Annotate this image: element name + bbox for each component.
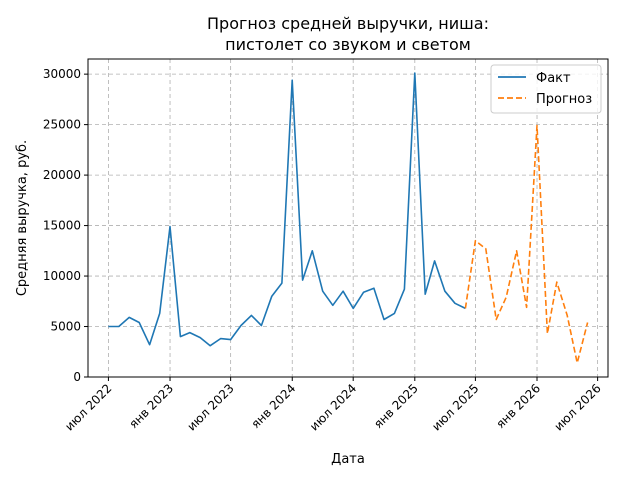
series-group xyxy=(108,72,589,364)
y-tick-label: 5000 xyxy=(50,320,81,334)
y-tick-label: 0 xyxy=(73,370,81,384)
series-line-forecast xyxy=(464,124,589,364)
y-tick-label: 15000 xyxy=(43,219,81,233)
plot-frame xyxy=(87,58,609,378)
legend-label-forecast: Прогноз xyxy=(536,92,592,107)
legend: Факт Прогноз xyxy=(490,64,602,114)
x-axis-label: Дата xyxy=(331,452,365,467)
y-tick-label: 20000 xyxy=(43,168,81,182)
chart-title-line-1: Прогноз средней выручки, ниша: xyxy=(207,14,489,33)
y-tick-label: 25000 xyxy=(43,118,81,132)
y-tick-label: 10000 xyxy=(43,269,81,283)
legend-label-fact: Факт xyxy=(536,71,571,86)
y-tick-label: 30000 xyxy=(43,67,81,81)
y-axis: 0 5000 10000 15000 20000 25000 30000 xyxy=(43,67,88,384)
chart-title-line-2: пистолет со звуком и светом xyxy=(225,35,471,54)
series-line-fact xyxy=(108,72,466,347)
y-axis-label: Средняя выручка, руб. xyxy=(15,140,30,296)
